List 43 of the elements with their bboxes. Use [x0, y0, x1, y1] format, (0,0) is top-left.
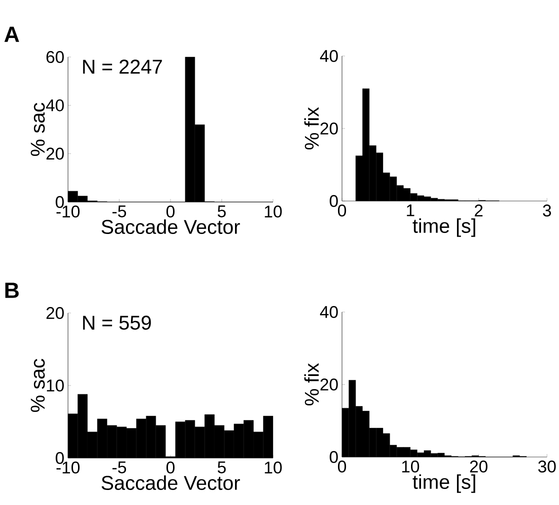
y-axis-title: % sac: [30, 102, 45, 156]
x-tick-label: -5: [112, 206, 126, 218]
x-tick-label: 1: [406, 204, 414, 216]
annotation: N = 2247: [83, 60, 162, 74]
chart-title: A: [4, 26, 20, 42]
x-tick-label: 20: [470, 460, 488, 473]
y-tick-label: 60: [46, 51, 64, 64]
x-tick-label: 0: [166, 206, 175, 218]
x-tick-label: -10: [56, 206, 80, 218]
x-tick-label: 2: [474, 204, 483, 216]
y-tick-label: 0: [56, 452, 64, 464]
y-tick-label: 20: [46, 307, 64, 320]
x-tick-label: 3: [542, 204, 551, 217]
y-tick-label: 0: [330, 195, 338, 208]
y-tick-label: 0: [330, 451, 338, 464]
y-axis-title: % fix: [304, 363, 319, 406]
x-axis-title: Saccade Vector: [102, 475, 240, 490]
x-tick-label: 10: [402, 460, 420, 473]
y-tick-label: 0: [56, 196, 64, 208]
y-axis-title: % sac: [30, 358, 45, 412]
y-tick-label: 40: [320, 306, 338, 318]
y-axis-title: % fix: [304, 107, 319, 150]
y-tick-label: 20: [320, 122, 338, 135]
x-tick-label: 30: [538, 460, 556, 473]
x-axis-title: time [s]: [412, 218, 476, 237]
chart-title: B: [5, 282, 19, 298]
y-tick-label: 40: [46, 99, 64, 112]
x-tick-label: 0: [166, 462, 175, 474]
x-tick-label: -5: [112, 462, 126, 474]
y-tick-label: 10: [46, 380, 64, 392]
x-axis-title: Saccade Vector: [102, 219, 240, 234]
y-tick-label: 40: [320, 50, 338, 62]
y-tick-label: 20: [46, 148, 64, 160]
x-tick-label: 0: [338, 460, 346, 473]
annotation: N = 559: [83, 316, 151, 330]
x-tick-label: 5: [218, 462, 226, 474]
x-tick-label: 10: [264, 462, 282, 474]
x-tick-label: 10: [264, 206, 282, 218]
x-tick-label: 0: [338, 204, 346, 217]
x-tick-label: -10: [56, 462, 80, 474]
x-axis-title: time [s]: [412, 474, 476, 493]
y-tick-label: 20: [320, 378, 338, 391]
x-tick-label: 5: [218, 206, 226, 218]
